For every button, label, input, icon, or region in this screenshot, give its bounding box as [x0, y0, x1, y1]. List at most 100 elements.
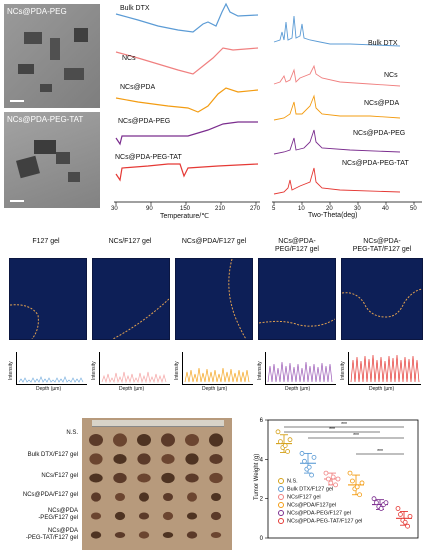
tumor-specimen	[138, 512, 150, 520]
data-point	[311, 454, 317, 460]
data-point	[405, 523, 411, 529]
dsc-xlabel: Temperature/℃	[160, 213, 210, 220]
tumor-row-label: NCs@PDA -PEG-TAT/F127 gel	[25, 528, 78, 541]
tumor-row-label: Bulk DTX/F127 gel	[27, 452, 78, 458]
dsc-label-ncs: NCs	[122, 55, 136, 62]
profile-trace	[350, 354, 420, 383]
tumor-specimen	[209, 472, 223, 484]
profile-ylabel: Intensity	[340, 361, 346, 380]
significance-label: ***	[329, 427, 335, 433]
tumor-row-label: NCs/F127 gel	[41, 473, 78, 479]
legend-item: N.S.	[278, 478, 298, 484]
tumor-specimen	[185, 434, 199, 446]
tumor-specimen	[185, 453, 199, 465]
tumor-specimen	[137, 434, 151, 446]
y-tick-label: 0	[260, 536, 264, 542]
ruler	[92, 420, 224, 427]
dsc-label-ncs-pda-peg: NCs@PDA-PEG	[118, 118, 171, 125]
data-point	[371, 496, 377, 502]
legend-item: NCs@PDA/F127gel	[278, 502, 336, 508]
profile-trace	[101, 371, 167, 384]
tumor-specimen	[186, 531, 198, 539]
intensity-profile-ncs-pda-peg	[265, 352, 336, 385]
tumor-row-label: NCs@PDA/F127 gel	[22, 492, 78, 498]
xrd-xtick: 50	[410, 206, 417, 212]
tumor-specimen	[209, 433, 223, 447]
tumor-specimen	[162, 511, 174, 521]
tumor-weight-chart: 0 2 4 6 *** *** *** ***	[260, 418, 419, 542]
data-point	[350, 478, 355, 484]
tumor-specimen	[115, 493, 125, 501]
data-point	[378, 506, 384, 511]
tem-top-label: NCs@PDA-PEG	[7, 7, 67, 16]
intensity-profile-ncs-pda-peg-tat	[348, 352, 421, 385]
legend-marker	[278, 486, 284, 492]
dsc-curve-ncs-pda-peg	[115, 121, 258, 146]
data-point	[333, 482, 338, 488]
scale-bar	[10, 200, 24, 202]
crystal-shape	[56, 152, 70, 164]
profile-trace	[18, 376, 84, 383]
xrd-label-ncs-pda-peg-tat: NCs@PDA-PEG-TAT	[342, 160, 409, 167]
tem-bottom-label: NCs@PDA-PEG-TAT	[7, 115, 84, 124]
data-point	[357, 492, 362, 498]
xrd-xtick: 30	[354, 206, 361, 212]
crystal-shape	[34, 140, 56, 154]
data-point	[309, 472, 314, 478]
profile-ylabel: Intensity	[174, 361, 180, 380]
intensity-profile-ncs	[99, 352, 170, 385]
profile-xlabel: Depth (µm)	[36, 386, 62, 392]
dsc-label-ncs-pda-peg-tat: NCs@PDA-PEG-TAT	[115, 154, 182, 161]
data-point	[407, 513, 413, 519]
legend-marker	[278, 510, 284, 516]
data-point	[383, 500, 389, 505]
dsc-label-ncs-pda: NCs@PDA	[120, 84, 156, 91]
xrd-label-ncs-pda-peg: NCs@PDA-PEG	[353, 130, 406, 137]
scale-bar	[10, 100, 24, 102]
data-point	[282, 443, 288, 448]
y-tick-label: 2	[260, 497, 264, 503]
data-point	[397, 512, 403, 517]
legend-marker	[278, 518, 284, 524]
crystal-shape	[68, 172, 80, 182]
data-point	[326, 476, 331, 482]
tumor-specimen	[113, 433, 127, 447]
data-point	[395, 506, 401, 511]
xrd-xtick: 40	[382, 206, 389, 212]
data-point	[402, 519, 408, 525]
dsc-chart	[114, 2, 260, 205]
data-point	[347, 470, 353, 476]
profile-trace	[184, 367, 250, 383]
xrd-xtick: 10	[298, 206, 305, 212]
dsc-xtick: 150	[180, 206, 191, 212]
tumor-specimen	[89, 473, 103, 483]
xrd-chart	[272, 15, 422, 205]
profile-ylabel: Intensity	[91, 361, 97, 380]
intensity-profile-f127	[16, 352, 87, 385]
fluor-title-ncs-pda: NCs@PDA/F127 gel	[181, 238, 247, 245]
xrd-pattern-ncs	[273, 64, 401, 87]
profile-xlabel: Depth (µm)	[369, 386, 395, 392]
fluor-title-ncs: NCs/F127 gel	[108, 238, 152, 245]
tumor-specimen	[113, 472, 127, 484]
fluor-image-ncs-pda	[175, 258, 253, 340]
dsc-curve-ncs	[115, 47, 259, 75]
xrd-pattern-ncs-pda	[273, 94, 401, 121]
data-point	[323, 470, 329, 476]
data-point	[328, 480, 334, 486]
data-point	[359, 480, 365, 486]
xrd-xtick: 5	[272, 206, 276, 212]
fluor-image-ncs-pda-peg-tat	[341, 258, 423, 340]
data-point	[275, 429, 281, 435]
profile-xlabel: Depth (µm)	[285, 386, 311, 392]
tumor-grid	[89, 433, 223, 539]
tumor-specimen	[91, 492, 101, 502]
tumor-specimen	[187, 492, 197, 502]
data-point	[306, 464, 312, 470]
xrd-label-ncs: NCs	[384, 72, 398, 79]
legend-marker	[278, 502, 284, 508]
dsc-xtick: 210	[215, 206, 226, 212]
tumor-specimen	[113, 454, 127, 464]
dsc-curve-bulk-dtx	[115, 2, 259, 33]
data-point	[285, 449, 290, 454]
